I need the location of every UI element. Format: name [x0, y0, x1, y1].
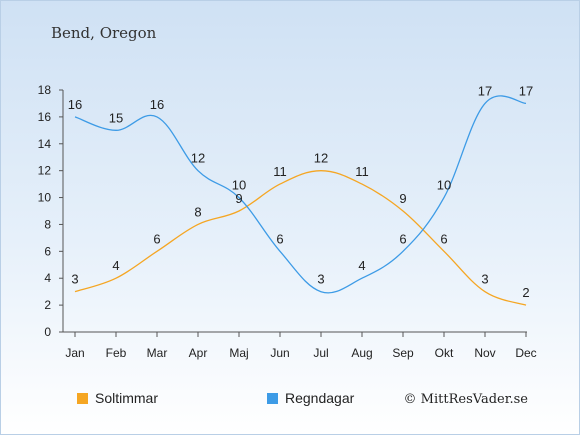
y-tick-label: 8 — [44, 217, 51, 231]
series-line-soltimmar — [74, 170, 527, 306]
x-tick-label: Sep — [392, 346, 414, 360]
y-tick-label: 4 — [44, 271, 51, 285]
data-label: 12 — [191, 151, 205, 166]
y-tick-label: 2 — [44, 298, 51, 312]
x-tick-label: Feb — [106, 346, 127, 360]
chart-title: Bend, Oregon — [51, 24, 157, 42]
x-tick-label: Dec — [515, 346, 536, 360]
legend: Soltimmar Regndagar — [77, 390, 355, 406]
x-tick-label: Apr — [189, 346, 208, 360]
legend-swatch-soltimmar — [77, 393, 88, 404]
y-tick-label: 6 — [44, 244, 51, 258]
series-line-regndagar — [74, 95, 527, 294]
data-label: 17 — [519, 83, 533, 98]
data-label: 15 — [109, 110, 123, 125]
data-label: 9 — [235, 191, 242, 206]
data-label: 16 — [150, 97, 164, 112]
data-label: 3 — [71, 272, 78, 287]
x-tick-label: Nov — [474, 346, 495, 360]
data-label: 9 — [399, 191, 406, 206]
data-label: 10 — [437, 178, 451, 193]
legend-label-soltimmar: Soltimmar — [95, 390, 158, 406]
y-tick-label: 12 — [38, 164, 52, 178]
data-label: 12 — [314, 151, 328, 166]
data-label: 4 — [112, 258, 119, 273]
credit-text: © MittResVader.se — [404, 392, 529, 407]
data-label: 3 — [317, 272, 324, 287]
series-lines — [74, 95, 527, 306]
x-tick-label: Aug — [351, 346, 372, 360]
x-tick-label: Maj — [229, 346, 248, 360]
data-label: 2 — [522, 285, 529, 300]
data-label: 3 — [481, 272, 488, 287]
x-tick-label: Jan — [65, 346, 84, 360]
y-tick-label: 18 — [38, 83, 52, 97]
axes: 0 2 4 6 8 10 12 14 16 18 Jan Feb Mar Apr Maj Jun Jul Aug S… — [38, 83, 537, 360]
y-tick-label: 16 — [38, 110, 52, 124]
x-tick-label: Jul — [313, 346, 328, 360]
data-label: 11 — [355, 164, 369, 179]
data-labels: 3 4 6 8 9 11 12 11 9 6 3 2 16 15 16 12 10 6 3 4 6 10 17 17 — [68, 83, 533, 300]
data-label: 8 — [194, 204, 201, 219]
data-label: 17 — [478, 83, 492, 98]
legend-swatch-regndagar — [267, 393, 278, 404]
data-label: 10 — [232, 178, 246, 193]
data-label: 4 — [358, 258, 365, 273]
legend-label-regndagar: Regndagar — [285, 390, 355, 406]
data-label: 6 — [440, 231, 447, 246]
y-tick-label: 0 — [44, 325, 51, 339]
data-label: 11 — [273, 164, 287, 179]
y-tick-label: 10 — [38, 191, 52, 205]
data-label: 6 — [276, 231, 283, 246]
data-label: 16 — [68, 97, 82, 112]
x-tick-label: Okt — [435, 346, 454, 360]
x-tick-label: Mar — [147, 346, 168, 360]
data-label: 6 — [153, 231, 160, 246]
y-tick-label: 14 — [38, 137, 52, 151]
data-label: 6 — [399, 231, 406, 246]
x-tick-label: Jun — [270, 346, 289, 360]
